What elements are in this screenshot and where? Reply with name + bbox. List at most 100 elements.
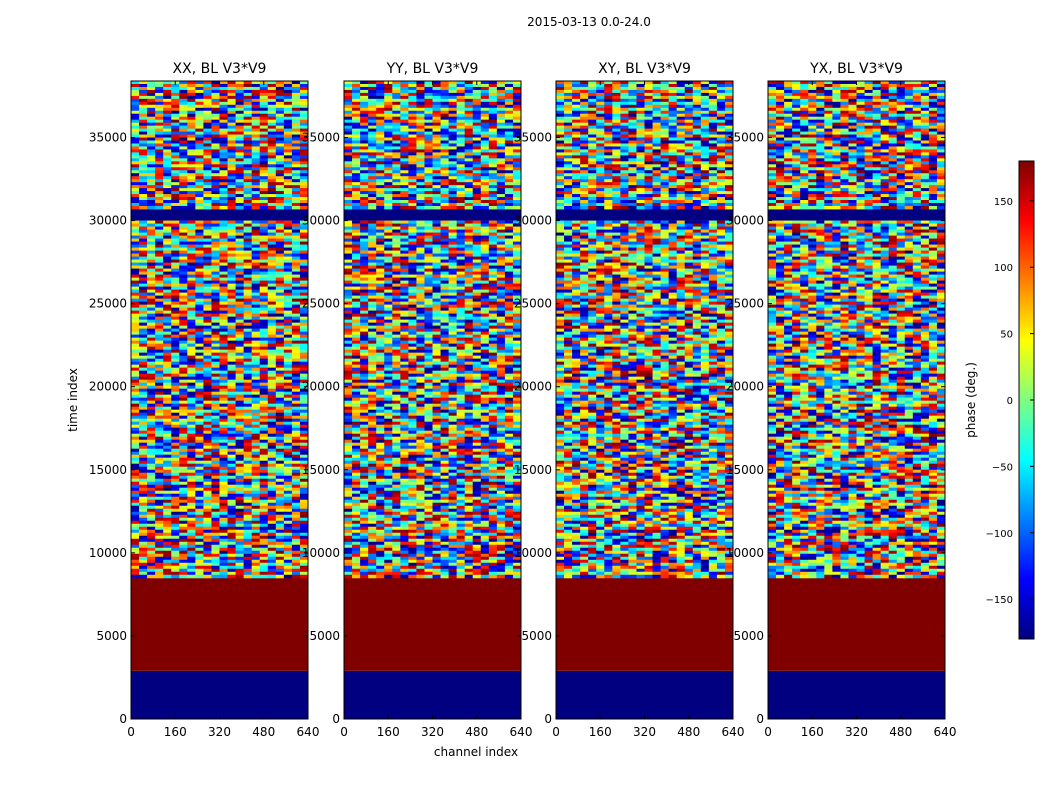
cell [251, 481, 261, 486]
cell [456, 385, 466, 390]
cell [163, 271, 172, 276]
cell [440, 385, 450, 390]
cell [275, 182, 285, 186]
cell [171, 319, 180, 324]
cell [275, 107, 285, 112]
cell [267, 535, 277, 540]
cell [179, 164, 188, 168]
cell [219, 430, 229, 435]
cell [267, 149, 277, 153]
cell [187, 481, 196, 486]
cell [283, 373, 293, 378]
cell [131, 409, 140, 414]
cell [440, 223, 450, 228]
cell [448, 268, 458, 273]
cell [211, 469, 220, 474]
cell [219, 200, 229, 204]
cell [259, 529, 269, 534]
cell [211, 505, 220, 510]
cell [251, 505, 261, 510]
cell [179, 238, 188, 243]
cell [408, 397, 417, 402]
cell [235, 349, 245, 354]
cell [171, 325, 180, 330]
cell [392, 256, 401, 261]
cell [344, 247, 353, 252]
cell [219, 244, 229, 249]
cell [291, 164, 301, 168]
cell [299, 259, 309, 264]
cell [171, 385, 180, 390]
cell [179, 89, 188, 94]
cell [344, 286, 353, 291]
cell [179, 463, 188, 468]
cell [464, 400, 474, 405]
cell [179, 107, 188, 112]
cell [171, 220, 180, 225]
cell [448, 373, 458, 378]
cell [227, 185, 237, 189]
cell [376, 274, 385, 279]
cell [299, 81, 309, 85]
cell [219, 286, 229, 291]
cell [147, 346, 156, 351]
cell [163, 433, 172, 438]
cell [235, 292, 245, 297]
cell [299, 370, 309, 375]
cell [147, 235, 156, 240]
cell [171, 424, 180, 429]
cell [147, 481, 156, 486]
cell [171, 382, 180, 387]
cell [203, 556, 212, 561]
cell [368, 334, 377, 339]
cell [291, 229, 301, 234]
cell [203, 451, 212, 456]
cell [416, 385, 425, 390]
cell [235, 271, 245, 276]
cell [155, 445, 164, 450]
cell [187, 310, 196, 315]
cell [227, 412, 237, 417]
cell [496, 397, 506, 402]
cell [163, 469, 172, 474]
cell [360, 367, 369, 372]
cell [195, 256, 204, 261]
cell [235, 415, 245, 420]
cell [424, 298, 433, 303]
cell [432, 277, 442, 282]
cell [219, 313, 229, 318]
cell [259, 358, 269, 363]
cell [448, 238, 458, 243]
cell [163, 262, 172, 267]
cell [384, 298, 393, 303]
cell [195, 89, 204, 94]
cell [171, 182, 180, 186]
cell [243, 415, 253, 420]
cell [131, 241, 140, 246]
cell [243, 86, 253, 91]
cell [131, 403, 140, 408]
cell [219, 152, 229, 156]
cell [496, 325, 506, 330]
cell [275, 532, 285, 537]
cell [360, 268, 369, 273]
cell [251, 475, 261, 480]
cell [416, 364, 425, 369]
cell [267, 349, 277, 354]
cell [392, 373, 401, 378]
cell [472, 292, 482, 297]
cell [275, 134, 285, 139]
cell [299, 394, 309, 399]
cell [291, 394, 301, 399]
cell [211, 412, 220, 417]
cell [187, 370, 196, 375]
cell [155, 547, 164, 552]
cell [251, 289, 261, 294]
cell [275, 376, 285, 381]
cell [392, 388, 401, 393]
cell [416, 325, 425, 330]
cell [275, 277, 285, 282]
cell [299, 415, 309, 420]
cell [512, 385, 522, 390]
cell [131, 170, 140, 174]
